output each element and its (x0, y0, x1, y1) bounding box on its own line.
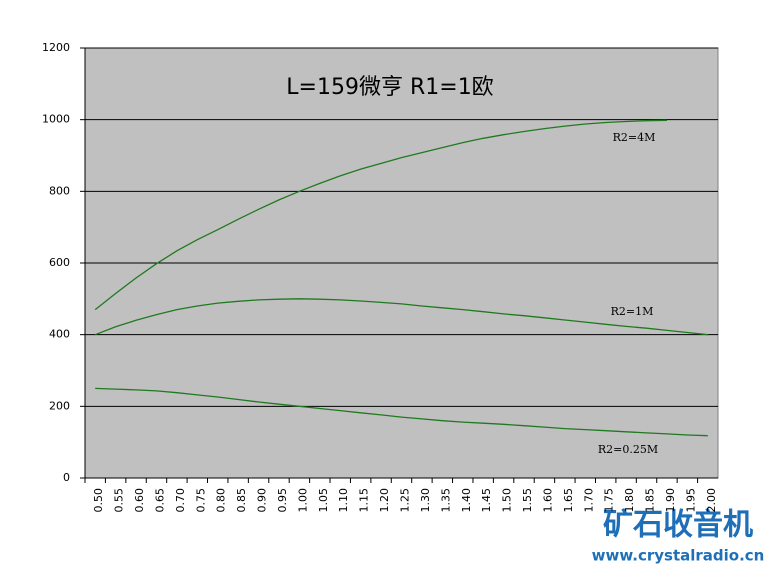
x-tick-label: 1.85 (644, 488, 657, 513)
x-tick-label: 0.80 (215, 488, 228, 513)
x-tick-label: 1.80 (623, 488, 636, 513)
series-line (94, 298, 708, 336)
watermark-url: www.crystalradio.cn (592, 547, 765, 565)
x-tick-label: 1.15 (358, 488, 371, 513)
x-tick-label: 1.35 (439, 488, 452, 513)
x-tick-label: 1.10 (337, 488, 350, 513)
x-tick-label: 0.70 (174, 488, 187, 513)
x-tick-label: 0.95 (276, 488, 289, 513)
x-tick-label: 2.00 (705, 488, 718, 513)
series-label: R2=1M (611, 305, 654, 318)
x-tick-label: 0.90 (256, 488, 269, 513)
x-tick-label: 1.90 (664, 488, 677, 513)
y-tick-label: 1000 (42, 113, 70, 126)
x-tick-label: 1.75 (603, 488, 616, 513)
x-tick-label: 1.40 (460, 488, 473, 513)
x-tick-label: 1.45 (480, 488, 493, 513)
series-label: R2=0.25M (598, 443, 658, 456)
x-tick-label: 1.50 (501, 488, 514, 512)
y-tick-label: 400 (49, 328, 70, 341)
x-tick-label: 1.95 (684, 488, 697, 513)
x-tick-label: 0.85 (235, 488, 248, 513)
x-tick-label: 1.25 (399, 488, 412, 513)
x-tick-label: 0.55 (113, 488, 126, 513)
x-tick-label: 0.50 (92, 488, 105, 513)
x-tick-label: 1.55 (521, 488, 534, 513)
y-tick-label: 1200 (42, 41, 70, 54)
x-tick-label: 0.65 (153, 488, 166, 513)
series-label: R2=4M (613, 131, 656, 144)
y-tick-label: 600 (49, 256, 70, 269)
watermark-brand: 矿石收音机 (603, 508, 753, 543)
x-tick-label: 0.75 (194, 488, 207, 513)
y-tick-label: 800 (49, 184, 70, 197)
x-tick-label: 1.70 (582, 488, 595, 513)
x-tick-label: 1.20 (378, 488, 391, 513)
x-tick-label: 1.60 (541, 488, 554, 513)
chart-title: L=159微亨 R1=1欧 (286, 75, 493, 100)
y-tick-label: 0 (63, 471, 70, 484)
x-tick-label: 1.05 (317, 488, 330, 513)
x-tick-label: 1.65 (562, 488, 575, 513)
x-tick-label: 1.00 (296, 488, 309, 513)
series-line (94, 119, 668, 311)
x-tick-label: 1.30 (419, 488, 432, 513)
series-line (95, 387, 708, 437)
x-tick-label: 0.60 (133, 488, 146, 513)
y-tick-label: 200 (49, 399, 70, 412)
